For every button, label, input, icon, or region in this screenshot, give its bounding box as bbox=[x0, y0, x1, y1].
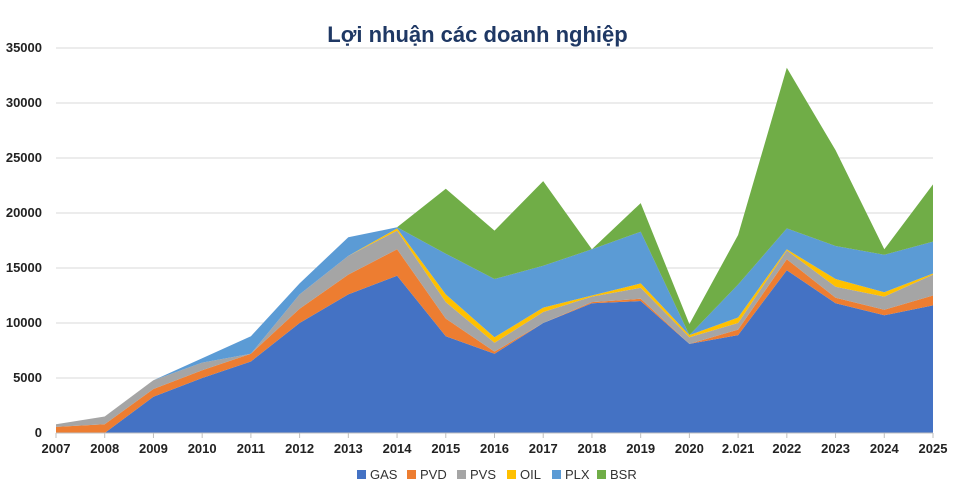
x-tick-label: 2022 bbox=[772, 441, 801, 456]
legend-label-pvs: PVS bbox=[470, 467, 496, 482]
y-tick-label: 10000 bbox=[6, 315, 42, 330]
x-tick-label: 2007 bbox=[42, 441, 71, 456]
x-tick-label: 2008 bbox=[90, 441, 119, 456]
legend-swatch-gas bbox=[357, 470, 366, 479]
x-tick-label: 2014 bbox=[383, 441, 413, 456]
legend-label-bsr: BSR bbox=[610, 467, 637, 482]
y-tick-label: 25000 bbox=[6, 150, 42, 165]
x-tick-label: 2012 bbox=[285, 441, 314, 456]
y-tick-label: 0 bbox=[35, 425, 42, 440]
y-tick-label: 20000 bbox=[6, 205, 42, 220]
x-tick-label: 2017 bbox=[529, 441, 558, 456]
x-tick-label: 2011 bbox=[237, 441, 265, 456]
y-tick-label: 30000 bbox=[6, 95, 42, 110]
x-tick-label: 2019 bbox=[626, 441, 655, 456]
y-tick-label: 35000 bbox=[6, 40, 42, 55]
x-tick-label: 2023 bbox=[821, 441, 850, 456]
x-tick-label: 2010 bbox=[188, 441, 217, 456]
area-plx bbox=[56, 227, 933, 425]
x-tick-label: 2018 bbox=[577, 441, 606, 456]
y-tick-label: 15000 bbox=[6, 260, 42, 275]
area-gas bbox=[56, 270, 933, 433]
x-tick-label: 2009 bbox=[139, 441, 168, 456]
legend-label-oil: OIL bbox=[520, 467, 541, 482]
chart-title: Lợi nhuận các doanh nghiệp bbox=[327, 22, 628, 47]
legend-swatch-pvs bbox=[457, 470, 466, 479]
legend-swatch-oil bbox=[507, 470, 516, 479]
legend-swatch-pvd bbox=[407, 470, 416, 479]
area-bsr bbox=[56, 67, 933, 425]
x-tick-label: 2016 bbox=[480, 441, 509, 456]
x-tick-label: 2025 bbox=[919, 441, 948, 456]
x-tick-label: 2020 bbox=[675, 441, 704, 456]
x-tick-label: 2013 bbox=[334, 441, 363, 456]
legend-swatch-bsr bbox=[597, 470, 606, 479]
x-tick-label: 2.021 bbox=[722, 441, 755, 456]
legend-swatch-plx bbox=[552, 470, 561, 479]
x-tick-label: 2015 bbox=[431, 441, 460, 456]
legend-label-pvd: PVD bbox=[420, 467, 447, 482]
x-tick-label: 2024 bbox=[870, 441, 900, 456]
legend-label-gas: GAS bbox=[370, 467, 398, 482]
legend-label-plx: PLX bbox=[565, 467, 590, 482]
y-tick-label: 5000 bbox=[13, 370, 42, 385]
